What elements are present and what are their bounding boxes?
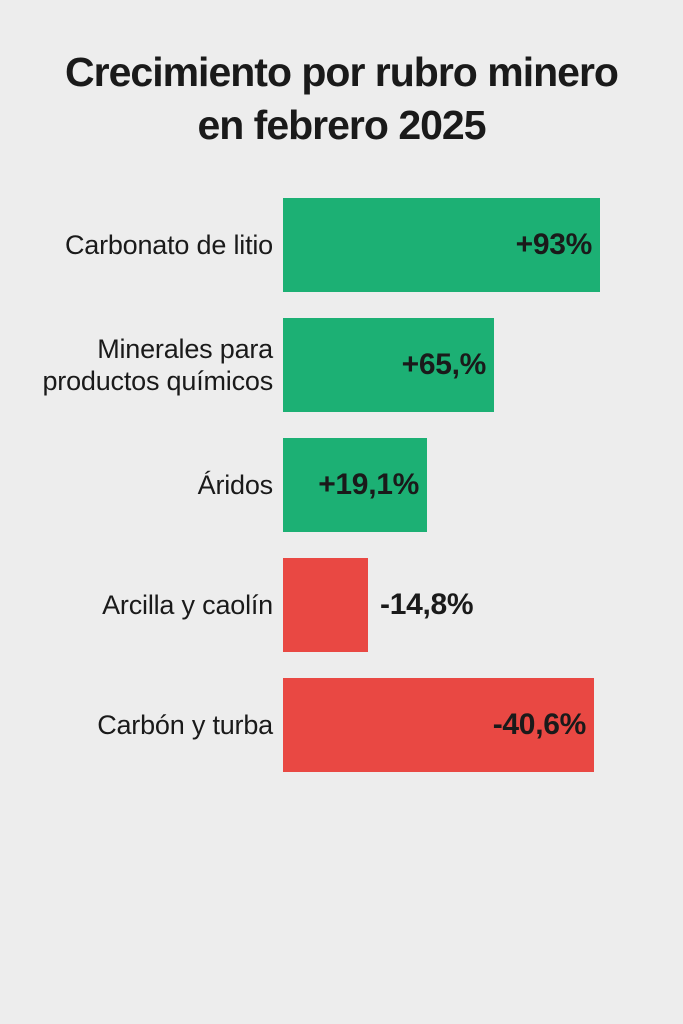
chart-row: Carbón y turba -40,6% [0, 678, 683, 772]
value-label: +93% [515, 228, 593, 261]
category-label: Carbón y turba [97, 710, 273, 740]
value-label: +65,% [401, 348, 487, 381]
bar-positive: +93% [283, 198, 600, 292]
value-label: +19,1% [318, 468, 419, 501]
category-label: Arcilla y caolín [102, 590, 273, 620]
bar-chart: Carbonato de litio +93% Minerales para pro… [0, 198, 683, 772]
chart-row: Áridos +19,1% [0, 438, 683, 532]
value-label: -40,6% [492, 708, 587, 741]
category-label: Carbonato de litio [64, 230, 273, 260]
category-label: Minerales para productos químicos [42, 334, 273, 396]
bar-positive: +65,% [283, 318, 494, 412]
chart-row: Minerales para productos químicos +65,% [0, 318, 683, 412]
chart-row: Arcilla y caolín -14,8% [0, 558, 683, 652]
chart-row: Carbonato de litio +93% [0, 198, 683, 292]
value-label: -14,8% [380, 588, 474, 621]
bar-negative [283, 558, 368, 652]
bar-positive: +19,1% [283, 438, 427, 532]
category-label: Áridos [197, 470, 274, 500]
chart-title: Crecimiento por rubro minero en febrero … [65, 49, 619, 148]
bar-negative: -40,6% [283, 678, 594, 772]
